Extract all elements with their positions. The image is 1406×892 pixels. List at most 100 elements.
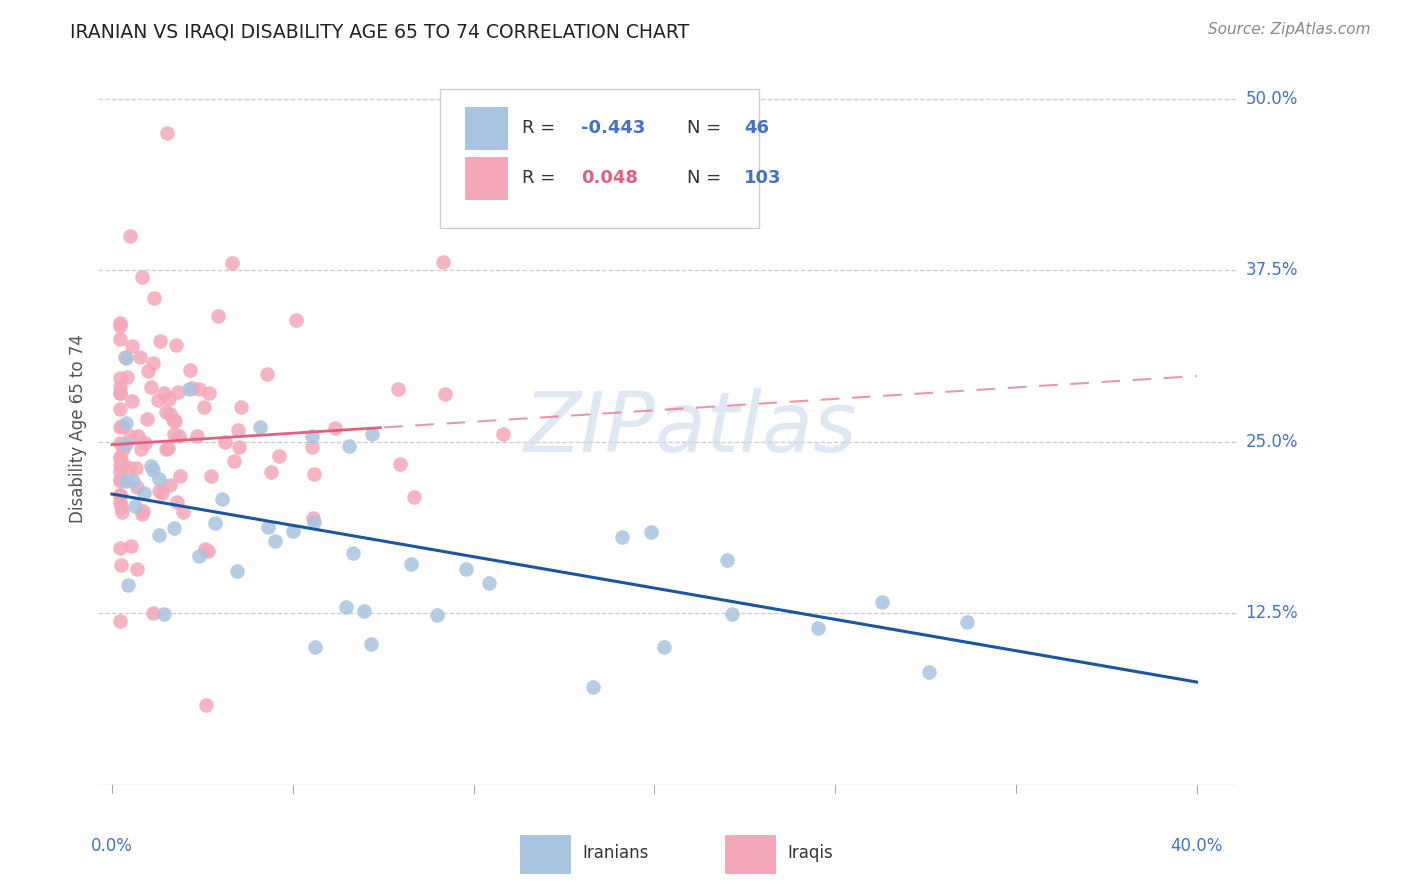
Point xyxy=(108,614,131,628)
Point xyxy=(267,449,290,463)
Point xyxy=(110,558,132,572)
Text: Iranians: Iranians xyxy=(582,844,648,862)
Point xyxy=(153,386,176,401)
Point xyxy=(142,356,165,370)
FancyBboxPatch shape xyxy=(440,89,759,228)
Point xyxy=(142,607,165,621)
Point xyxy=(108,450,131,465)
Point xyxy=(652,640,675,654)
Point xyxy=(193,401,215,415)
Point xyxy=(167,429,190,443)
Text: 37.5%: 37.5% xyxy=(1246,261,1298,279)
Point xyxy=(301,429,323,443)
Point xyxy=(260,465,283,479)
Point xyxy=(640,525,662,540)
Point xyxy=(167,385,190,400)
Point xyxy=(360,427,382,442)
Point xyxy=(114,416,136,430)
Point xyxy=(204,516,226,530)
Point xyxy=(129,442,152,457)
Point xyxy=(120,229,142,244)
Text: ZIPatlas: ZIPatlas xyxy=(524,388,858,468)
Point xyxy=(108,472,131,486)
Point xyxy=(323,421,346,435)
Point xyxy=(302,511,325,525)
Point xyxy=(285,313,308,327)
Point xyxy=(162,413,184,427)
Point xyxy=(807,621,830,635)
Text: R =: R = xyxy=(522,169,567,187)
Point xyxy=(304,516,326,530)
Point xyxy=(301,440,323,454)
Point xyxy=(360,637,382,651)
Point xyxy=(195,698,218,712)
Point xyxy=(163,520,186,534)
Point xyxy=(198,386,221,401)
Point xyxy=(125,460,148,475)
Text: 103: 103 xyxy=(744,169,782,187)
Point xyxy=(134,486,156,500)
Text: 0.048: 0.048 xyxy=(581,169,638,187)
Point xyxy=(211,491,233,506)
Point xyxy=(114,474,136,488)
Point xyxy=(264,534,287,549)
Point xyxy=(197,544,219,558)
Point xyxy=(214,434,236,449)
Point xyxy=(304,640,326,654)
Point xyxy=(127,480,149,494)
Point xyxy=(121,339,143,353)
Point xyxy=(148,392,170,407)
Point xyxy=(335,600,357,615)
Point xyxy=(139,458,162,473)
Point xyxy=(302,467,325,482)
Point xyxy=(114,351,136,365)
Point xyxy=(121,394,143,409)
Point xyxy=(159,478,181,492)
Point xyxy=(120,539,142,553)
Point xyxy=(229,400,252,414)
Point xyxy=(221,255,243,269)
Point xyxy=(283,524,305,539)
Point xyxy=(115,370,138,384)
FancyBboxPatch shape xyxy=(520,835,571,874)
Point xyxy=(153,607,176,622)
Point xyxy=(165,414,187,428)
Point xyxy=(207,309,229,323)
Point xyxy=(108,420,131,434)
Point xyxy=(111,505,134,519)
Point xyxy=(155,442,177,456)
Point xyxy=(136,412,159,426)
Point xyxy=(127,429,149,443)
Point xyxy=(433,387,456,401)
Text: 50.0%: 50.0% xyxy=(1246,90,1298,108)
Point xyxy=(492,427,515,442)
Point xyxy=(720,607,742,621)
Point xyxy=(142,463,165,477)
Point xyxy=(225,564,247,578)
Point xyxy=(136,363,159,377)
Point xyxy=(108,487,131,501)
Text: Source: ZipAtlas.com: Source: ZipAtlas.com xyxy=(1208,22,1371,37)
Point xyxy=(111,457,134,471)
Point xyxy=(257,520,280,534)
Point xyxy=(122,474,145,488)
Text: 12.5%: 12.5% xyxy=(1246,605,1298,623)
Point xyxy=(108,541,131,555)
Text: -0.443: -0.443 xyxy=(581,120,645,137)
Point xyxy=(157,392,180,407)
Point xyxy=(180,381,202,395)
Point xyxy=(148,527,170,541)
Point xyxy=(582,680,605,694)
Point xyxy=(108,318,131,333)
Text: 46: 46 xyxy=(744,120,769,137)
Point xyxy=(120,461,142,475)
Point xyxy=(186,429,208,443)
Point xyxy=(188,382,211,396)
FancyBboxPatch shape xyxy=(465,107,509,150)
Point xyxy=(143,291,166,305)
Point xyxy=(131,270,153,285)
Point xyxy=(111,419,134,434)
Point xyxy=(139,380,162,394)
Point xyxy=(426,608,449,623)
Point xyxy=(179,363,201,377)
